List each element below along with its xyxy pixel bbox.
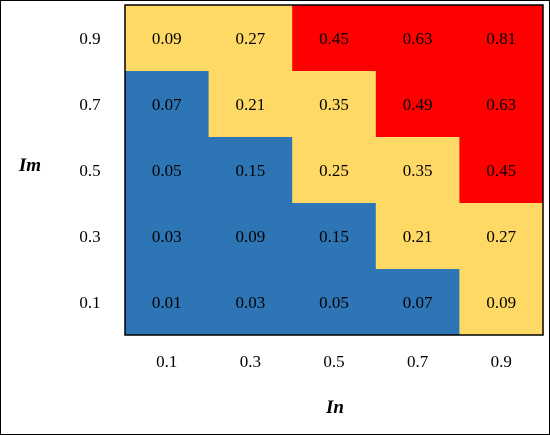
- cell-value-label: 0.21: [403, 227, 433, 246]
- heatmap-cell: [292, 269, 377, 336]
- heatmap-cell: [459, 71, 544, 138]
- y-tick-group: 0.9 0.7 0.5 0.3 0.1: [79, 29, 101, 312]
- cell-value-label: 0.09: [152, 29, 182, 48]
- y-tick-label: 0.3: [79, 227, 100, 246]
- heatmap-cell: [459, 137, 544, 204]
- x-tick-label: 0.5: [323, 352, 344, 371]
- cell-value-label: 0.49: [403, 95, 433, 114]
- cell-value-label: 0.35: [319, 95, 349, 114]
- heatmap-cell: [125, 71, 210, 138]
- cell-group: 0.09 0.27 0.45 0.63 0.81 0.07 0.21 0.35 0.49 0.63…: [125, 5, 544, 336]
- cell-value-label: 0.63: [486, 95, 516, 114]
- cell-value-label: 0.03: [236, 293, 266, 312]
- cell-value-label: 0.21: [236, 95, 266, 114]
- heatmap-cell: [292, 203, 377, 270]
- cell-value-label: 0.09: [236, 227, 266, 246]
- heatmap-cell: [208, 5, 293, 72]
- y-axis-title: Im: [18, 155, 41, 176]
- y-tick-label: 0.1: [79, 293, 100, 312]
- x-tick-label: 0.3: [240, 352, 261, 371]
- cell-value-label: 0.07: [403, 293, 433, 312]
- cell-value-label: 0.45: [319, 29, 349, 48]
- cell-value-label: 0.09: [486, 293, 516, 312]
- cell-value-label: 0.27: [236, 29, 266, 48]
- x-tick-label: 0.1: [156, 352, 177, 371]
- cell-value-label: 0.15: [319, 227, 349, 246]
- cell-value-label: 0.07: [152, 95, 182, 114]
- heatmap-cell: [292, 71, 377, 138]
- cell-value-label: 0.45: [486, 161, 516, 180]
- cell-value-label: 0.35: [403, 161, 433, 180]
- heatmap-cell: [125, 137, 210, 204]
- heatmap-cell: [375, 71, 460, 138]
- cell-value-label: 0.27: [486, 227, 516, 246]
- x-tick-label: 0.9: [491, 352, 512, 371]
- heatmap-cell: [208, 137, 293, 204]
- heatmap-cell: [208, 269, 293, 336]
- cell-value-label: 0.01: [152, 293, 182, 312]
- cell-value-label: 0.25: [319, 161, 349, 180]
- cell-value-label: 0.05: [319, 293, 349, 312]
- heatmap-cell: [375, 269, 460, 336]
- y-tick-label: 0.7: [79, 95, 101, 114]
- y-tick-label: 0.9: [79, 29, 100, 48]
- heatmap-cell: [292, 137, 377, 204]
- cell-value-label: 0.03: [152, 227, 182, 246]
- heatmap-cell: [292, 5, 377, 72]
- cell-value-label: 0.05: [152, 161, 182, 180]
- heatmap-cell: [459, 203, 544, 270]
- heatmap-cell: [375, 137, 460, 204]
- cell-value-label: 0.81: [486, 29, 516, 48]
- heatmap-cell: [208, 71, 293, 138]
- x-axis-title: In: [325, 397, 344, 418]
- y-tick-label: 0.5: [79, 161, 100, 180]
- heatmap-cell: [208, 203, 293, 270]
- cell-value-label: 0.15: [236, 161, 266, 180]
- heatmap-cell: [375, 5, 460, 72]
- heatmap-cell: [459, 5, 544, 72]
- x-tick-label: 0.7: [407, 352, 429, 371]
- x-tick-group: 0.1 0.3 0.5 0.7 0.9: [156, 352, 512, 371]
- cell-value-label: 0.63: [403, 29, 433, 48]
- heatmap-cell: [125, 203, 210, 270]
- plot-border: [124, 4, 544, 336]
- heatmap-cell: [125, 269, 210, 336]
- heatmap-cell: [375, 203, 460, 270]
- heatmap-cell: [125, 5, 210, 72]
- heatmap-cell: [459, 269, 544, 336]
